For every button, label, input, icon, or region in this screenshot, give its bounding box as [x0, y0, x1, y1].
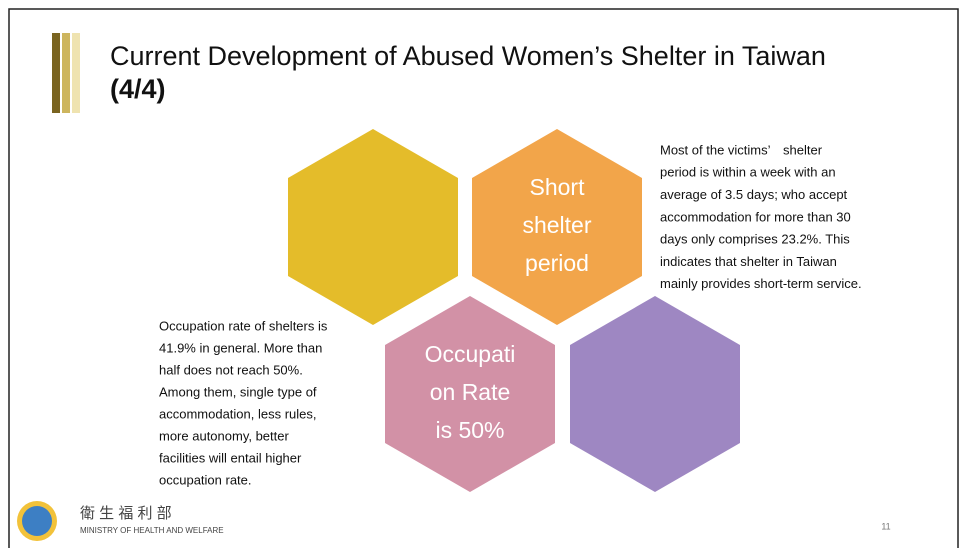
hexagon-label: shelter — [522, 212, 591, 238]
description: period is within a week with an — [660, 165, 836, 180]
ministry-name: 衛 生 福 利 部 — [80, 505, 172, 522]
hexagon — [472, 129, 642, 325]
title: Current Development of Abused Women’s Sh… — [110, 41, 826, 71]
description: indicates that shelter in Taiwan — [660, 254, 837, 269]
hexagon — [385, 296, 555, 492]
title: (4/4) — [110, 74, 166, 104]
hexagon-label: Short — [530, 174, 586, 200]
description: mainly provides short-term service. — [660, 276, 862, 291]
description: Occupation rate of shelters is — [159, 318, 328, 333]
description: accommodation, less rules, — [159, 406, 317, 421]
hexagon — [288, 129, 458, 325]
description: 41.9% in general. More than — [159, 340, 322, 355]
hexagon — [570, 296, 740, 492]
hexagon-label: on Rate — [430, 379, 511, 405]
ministry-name-en: MINISTRY OF HEALTH AND WELFARE — [80, 526, 224, 535]
description: days only comprises 23.2%. This — [660, 232, 850, 247]
title-bar — [52, 33, 60, 113]
description: facilities will entail higher — [159, 450, 302, 465]
hexagon-label: is 50% — [435, 417, 504, 443]
slide-frame — [8, 8, 959, 548]
description: occupation rate. — [159, 472, 252, 487]
logo — [22, 506, 52, 536]
description: Among them, single type of — [159, 384, 317, 399]
hexagon-label: period — [525, 250, 589, 276]
description: Most of the victims’ shelter — [660, 142, 823, 157]
title-bar — [72, 33, 80, 113]
page-number: 11 — [881, 521, 890, 531]
description: half does not reach 50%. — [159, 362, 303, 377]
description: accommodation for more than 30 — [660, 209, 851, 224]
description: average of 3.5 days; who accept — [660, 187, 848, 202]
description: more autonomy, better — [159, 428, 289, 443]
hexagon-label: Occupati — [425, 341, 516, 367]
title-bar — [62, 33, 70, 113]
